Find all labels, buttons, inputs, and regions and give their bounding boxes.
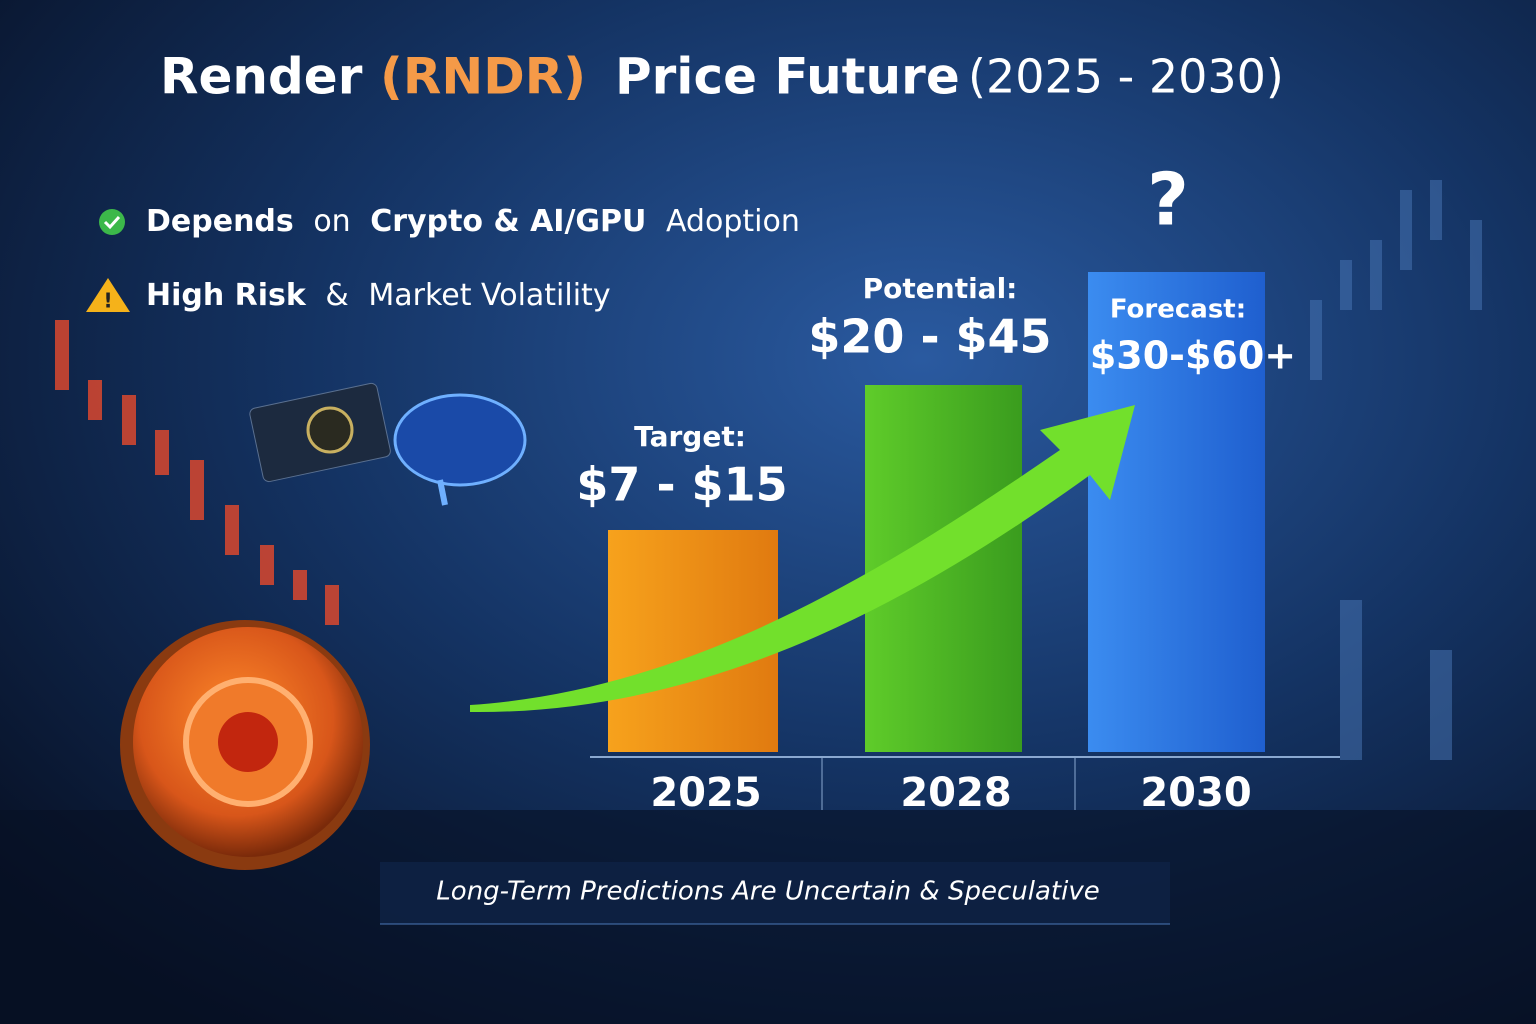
bar-year: 2030 [1140, 770, 1251, 816]
footer-note: Long-Term Predictions Are Uncertain & Sp… [436, 877, 1099, 907]
growth-arrow [470, 405, 1135, 713]
bar-range: $7 - $15 [576, 458, 787, 512]
bar-label: Forecast: [1110, 295, 1246, 325]
title-name: Render [160, 48, 363, 106]
bar-year: 2028 [900, 770, 1011, 816]
decor-candles-right [1310, 180, 1482, 760]
brain-icon [393, 393, 527, 506]
bar-year: 2025 [650, 770, 761, 816]
bar-range: $20 - $45 [808, 310, 1051, 364]
title-range: (2025 - 2030) [968, 50, 1284, 104]
bar-range: $30-$60+ [1090, 334, 1296, 378]
bullet-seg: Depends [146, 204, 294, 239]
bullet-seg: Adoption [666, 204, 800, 239]
bar-label: Target: [634, 420, 746, 453]
warning-mark: ! [103, 289, 112, 313]
footer-band [380, 862, 1170, 924]
bullet-text: High Risk & Market Volatility [146, 278, 611, 313]
bullet-seg: & [325, 278, 348, 313]
title-main: Price Future [615, 48, 960, 106]
bullet-text: Depends on Crypto & AI/GPU Adoption [146, 204, 800, 239]
title-ticker: (RNDR) [380, 48, 586, 106]
coin [120, 620, 370, 870]
bar-2030 [1088, 272, 1265, 752]
check-mark [103, 215, 121, 230]
warning-icon [86, 278, 130, 312]
question-mark: ? [1147, 158, 1189, 242]
gpu-icon [249, 382, 391, 483]
decor-candles [55, 320, 339, 625]
bullet-seg: Crypto & AI/GPU [370, 204, 646, 239]
bullet-seg: on [313, 204, 350, 239]
check-icon [99, 209, 125, 235]
bullet-seg: High Risk [146, 278, 307, 313]
bullet-seg: Market Volatility [368, 278, 610, 313]
bar-label: Potential: [863, 272, 1018, 305]
